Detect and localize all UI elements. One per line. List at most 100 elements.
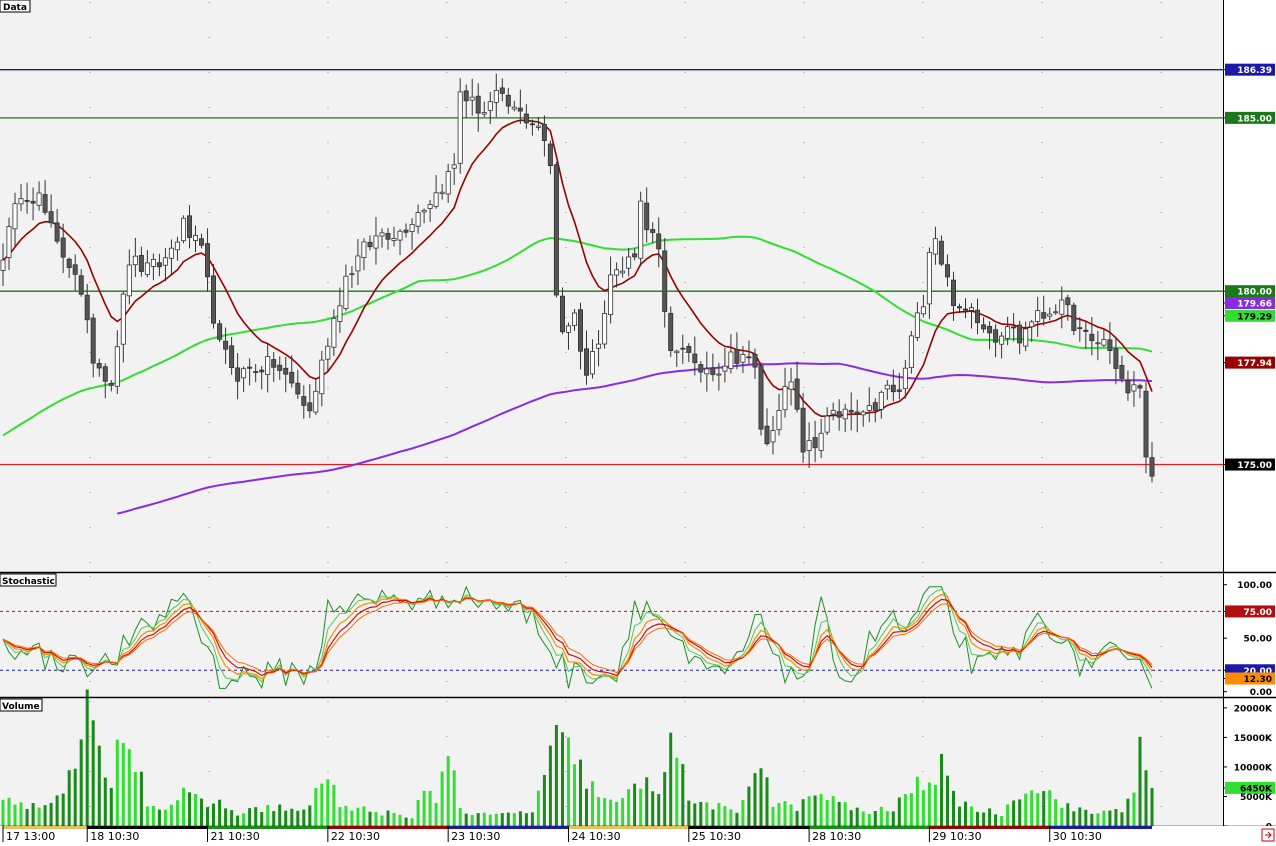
- candle[interactable]: [1011, 313, 1017, 342]
- volume-bar[interactable]: [182, 787, 185, 826]
- candle[interactable]: [210, 264, 216, 329]
- volume-bar[interactable]: [103, 777, 107, 827]
- volume-bar[interactable]: [855, 807, 859, 826]
- volume-bar[interactable]: [350, 810, 354, 827]
- volume-bar[interactable]: [1120, 812, 1124, 826]
- volume-bar[interactable]: [1048, 790, 1052, 826]
- volume-bar[interactable]: [506, 812, 510, 826]
- candle[interactable]: [1047, 307, 1053, 321]
- candle[interactable]: [379, 228, 385, 248]
- volume-bar[interactable]: [536, 790, 540, 826]
- volume-bar[interactable]: [1030, 790, 1034, 826]
- candle[interactable]: [782, 367, 788, 418]
- candle[interactable]: [668, 306, 674, 357]
- candle[interactable]: [481, 101, 487, 118]
- volume-bar[interactable]: [723, 806, 727, 826]
- volume-bar[interactable]: [97, 745, 101, 826]
- volume-panel[interactable]: [0, 689, 1223, 827]
- volume-bar[interactable]: [434, 803, 438, 826]
- volume-bar[interactable]: [735, 812, 739, 826]
- candle[interactable]: [235, 353, 241, 400]
- volume-bar[interactable]: [91, 720, 95, 826]
- volume-bar[interactable]: [446, 756, 450, 826]
- candle[interactable]: [872, 398, 878, 423]
- candle[interactable]: [18, 184, 24, 212]
- volume-bar[interactable]: [958, 806, 961, 826]
- volume-bar[interactable]: [861, 811, 865, 827]
- volume-bar[interactable]: [783, 801, 787, 826]
- candle[interactable]: [638, 191, 644, 266]
- candle[interactable]: [493, 73, 499, 118]
- volume-bar[interactable]: [524, 813, 528, 826]
- volume-bar[interactable]: [139, 771, 143, 826]
- volume-bar[interactable]: [988, 808, 992, 826]
- candle[interactable]: [1125, 370, 1131, 401]
- volume-bar[interactable]: [1072, 811, 1076, 826]
- candle[interactable]: [1131, 371, 1137, 407]
- volume-bar[interactable]: [873, 811, 877, 826]
- candle[interactable]: [674, 349, 680, 367]
- volume-bar[interactable]: [392, 813, 396, 826]
- candle[interactable]: [698, 361, 704, 383]
- volume-bar[interactable]: [867, 814, 871, 826]
- volume-bar[interactable]: [452, 770, 456, 826]
- volume-bar[interactable]: [777, 803, 781, 826]
- candle[interactable]: [776, 393, 782, 436]
- volume-bar[interactable]: [530, 812, 534, 826]
- candle[interactable]: [728, 334, 734, 374]
- candle[interactable]: [403, 223, 409, 238]
- volume-bar[interactable]: [813, 795, 817, 827]
- moving-average-long-line[interactable]: [117, 362, 1153, 515]
- stochastic-panel[interactable]: [0, 574, 1223, 697]
- volume-bar[interactable]: [669, 732, 673, 826]
- candle[interactable]: [1119, 355, 1125, 383]
- volume-bar[interactable]: [940, 753, 943, 826]
- candle[interactable]: [439, 183, 445, 200]
- candle[interactable]: [975, 298, 981, 335]
- volume-bar[interactable]: [1012, 800, 1016, 827]
- volume-bar[interactable]: [747, 786, 751, 827]
- candle[interactable]: [626, 247, 632, 277]
- volume-bar[interactable]: [464, 813, 468, 826]
- candle[interactable]: [367, 235, 373, 251]
- candle[interactable]: [812, 420, 818, 463]
- candle[interactable]: [704, 351, 710, 392]
- candle[interactable]: [114, 330, 120, 394]
- volume-bar[interactable]: [603, 798, 607, 826]
- volume-bar[interactable]: [121, 743, 125, 826]
- candle[interactable]: [1095, 330, 1101, 361]
- volume-bar[interactable]: [494, 813, 498, 826]
- candle[interactable]: [186, 205, 192, 249]
- volume-bar[interactable]: [759, 768, 763, 826]
- stochastic-signal-line[interactable]: [2, 598, 1153, 674]
- candle[interactable]: [204, 228, 210, 291]
- candle[interactable]: [325, 337, 331, 372]
- candle[interactable]: [1005, 316, 1011, 346]
- volume-bar[interactable]: [681, 764, 685, 826]
- candle[interactable]: [1023, 321, 1029, 352]
- volume-bar[interactable]: [200, 798, 203, 826]
- volume-bar[interactable]: [579, 759, 582, 826]
- candle[interactable]: [608, 256, 614, 324]
- volume-bar[interactable]: [573, 764, 576, 826]
- candle[interactable]: [572, 308, 578, 331]
- volume-bar[interactable]: [115, 739, 119, 826]
- candle[interactable]: [66, 257, 72, 278]
- volume-bar[interactable]: [260, 812, 264, 826]
- candle[interactable]: [198, 233, 204, 249]
- volume-bar[interactable]: [61, 793, 65, 827]
- volume-bar[interactable]: [831, 796, 835, 826]
- volume-bar[interactable]: [362, 806, 366, 826]
- candle[interactable]: [217, 319, 223, 342]
- candle[interactable]: [247, 358, 253, 386]
- candle[interactable]: [469, 78, 475, 116]
- candle[interactable]: [1083, 322, 1089, 349]
- volume-bar[interactable]: [49, 802, 53, 826]
- volume-bar[interactable]: [1096, 813, 1100, 826]
- volume-bar[interactable]: [500, 813, 504, 826]
- candle[interactable]: [505, 87, 511, 114]
- volume-bar[interactable]: [771, 806, 775, 826]
- candle[interactable]: [938, 235, 944, 267]
- volume-bar[interactable]: [248, 808, 252, 826]
- candle[interactable]: [409, 218, 415, 250]
